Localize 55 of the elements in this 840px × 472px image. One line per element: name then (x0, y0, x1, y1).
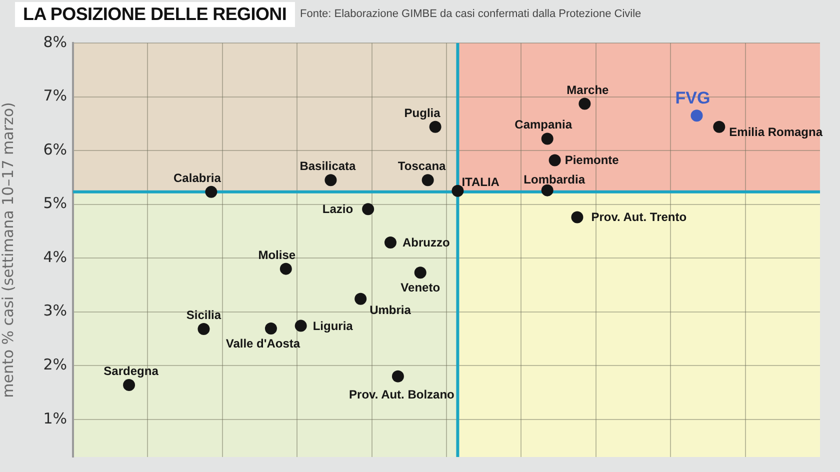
point (548, 154, 561, 166)
series-label: Prov. Aut. Trento (591, 210, 687, 224)
y-tick-label: 1% (43, 409, 67, 428)
series-label: Calabria (174, 170, 222, 185)
series-label: ITALIA (462, 174, 500, 189)
point (452, 184, 464, 197)
series-label: Veneto (400, 280, 440, 295)
point (392, 370, 404, 382)
y-axis-title: mento % casi (settimana 10–17 marzo) (0, 102, 17, 398)
series-label: Prov. Aut. Bolzano (349, 387, 454, 402)
y-tick-label: 8% (43, 32, 67, 51)
y-tick-label: 2% (43, 355, 67, 374)
point (690, 110, 703, 122)
series-label: Valle d'Aosta (226, 336, 300, 350)
series-label: Basilicata (300, 159, 356, 174)
point (198, 323, 210, 336)
point (571, 211, 584, 224)
y-tick-label: 5% (43, 194, 67, 212)
point (123, 378, 136, 391)
series-label: Emilia Romagna (729, 124, 823, 139)
series-label: Liguria (312, 318, 354, 333)
series-label: Toscana (398, 159, 446, 174)
series-label: Molise (258, 248, 296, 262)
point (422, 174, 434, 186)
source-note: Fonte: Elaborazione GIMBE da casi confermati dalla Protezione Civile (300, 8, 642, 20)
y-tick-label: 7% (43, 86, 67, 105)
point (362, 203, 374, 216)
point (264, 322, 277, 334)
y-tick-label: 6% (43, 140, 67, 158)
series-label: Campania (514, 118, 572, 132)
point (280, 262, 292, 275)
series-label: Sicilia (186, 308, 222, 322)
point (713, 120, 726, 133)
point (384, 236, 396, 248)
series-label: Lazio (322, 202, 354, 216)
series-label: Lombardia (524, 172, 586, 186)
series-label: Marche (566, 82, 610, 97)
point (578, 98, 591, 110)
series-label: Sardegna (104, 364, 159, 378)
y-tick-label: 3% (43, 302, 67, 320)
point (324, 174, 337, 186)
series-label: Piemonte (564, 153, 620, 168)
chart-title: LA POSIZIONE DELLE REGIONI (15, 2, 295, 27)
series-label: Puglia (404, 106, 441, 120)
point (205, 186, 218, 198)
point (541, 132, 554, 145)
point (429, 120, 442, 133)
point (541, 184, 554, 196)
series-label: Abruzzo (402, 235, 450, 250)
point (414, 266, 426, 279)
point (294, 320, 307, 332)
series-label: FVG (675, 88, 710, 108)
y-tick-label: 4% (43, 248, 67, 266)
point (354, 292, 367, 305)
series-label: Umbria (370, 302, 412, 317)
